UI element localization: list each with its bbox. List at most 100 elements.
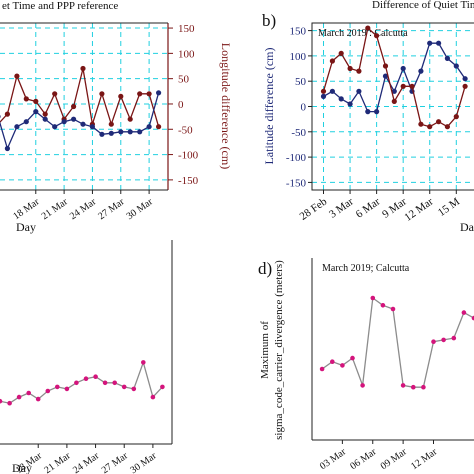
- d-series-point: [451, 335, 457, 341]
- c-series-point: [35, 396, 41, 402]
- a-series-blue-point: [14, 124, 20, 130]
- c-series-point: [93, 374, 98, 380]
- d-series-line: [321, 296, 474, 388]
- c-series-point: [83, 376, 89, 382]
- b-y-tick-label: 100: [290, 51, 307, 63]
- a-series-red-point: [127, 116, 133, 122]
- b-series-blue-point: [356, 88, 362, 94]
- b-series-red-point: [391, 98, 397, 104]
- a-series-red-point: [156, 124, 162, 130]
- b-series-blue-point: [320, 93, 327, 99]
- b-series-blue-point: [347, 101, 353, 107]
- panel-d: Maximum of sigma_code_carrier_divergence …: [259, 258, 474, 472]
- panel-label-d: d): [258, 259, 272, 278]
- b-y-tick-label: 150: [290, 26, 307, 38]
- a-right-tick-label: -150: [178, 175, 199, 187]
- c-series-point: [64, 386, 70, 392]
- b-series-red-point: [453, 114, 459, 120]
- d-x-tick-label: 03 Mar: [318, 446, 349, 472]
- d-series-point: [461, 310, 467, 315]
- b-series-blue-point: [329, 88, 335, 94]
- d-series-point: [441, 337, 446, 343]
- a-series-red-point: [137, 91, 143, 97]
- a-right-tick-label: -50: [178, 124, 193, 136]
- b-series-red-point: [400, 83, 406, 89]
- b-series-red-point: [462, 83, 468, 89]
- c-x-tick-label: 30 Mar: [128, 450, 159, 474]
- b-title: Difference of Quiet Tim: [372, 0, 474, 11]
- b-y-tick-label: -100: [286, 152, 307, 164]
- d-series-point: [350, 355, 355, 361]
- b-series-red-point: [338, 50, 344, 57]
- a-right-tick-label: 0: [178, 99, 184, 111]
- b-series-red-point: [409, 83, 415, 89]
- a-series-blue-point: [42, 116, 48, 122]
- b-y-tick-label: -50: [291, 127, 306, 139]
- c-series-point: [45, 388, 51, 394]
- a-right-tick-label: 100: [178, 48, 195, 60]
- a-series-blue-point: [108, 130, 114, 136]
- c-series-point: [160, 384, 165, 390]
- b-y-axis-title: Latitude difference (cm): [262, 47, 276, 164]
- d-annotation: March 2019; Calcutta: [322, 263, 410, 274]
- a-series-red-point: [52, 91, 58, 97]
- a-series-red-point: [118, 93, 124, 99]
- b-x-axis-title: Day: [460, 220, 474, 234]
- b-series-blue-point: [427, 40, 433, 46]
- b-series-blue-point: [338, 96, 344, 102]
- b-series-blue-point: [391, 88, 397, 94]
- b-series-blue-point: [453, 63, 459, 69]
- c-series-point: [102, 380, 108, 386]
- a-series-blue-point: [127, 129, 133, 135]
- a-series-blue-point: [71, 116, 77, 122]
- a-series-red-point: [108, 121, 114, 127]
- a-series-red-point: [80, 65, 86, 72]
- d-series-point: [431, 339, 436, 345]
- c-series-point: [141, 360, 146, 365]
- b-series-blue-point: [400, 65, 406, 72]
- b-annotation: March 2019 : Calcutta: [318, 28, 408, 39]
- a-x-tick-label: 21 Mar: [40, 196, 71, 222]
- c-series-point: [112, 380, 117, 386]
- a-x-tick-label: 24 Mar: [68, 196, 99, 222]
- c-x-tick-label: 24 Mar: [71, 450, 102, 474]
- a-series-red-line: [0, 68, 160, 127]
- d-series-point: [390, 306, 396, 312]
- c-x-tick-label: 27 Mar: [100, 450, 131, 474]
- b-series-blue-point: [382, 73, 389, 79]
- a-title: et Time and PPP reference: [2, 0, 118, 12]
- c-series-point: [131, 386, 137, 392]
- panel-a: 150 100 50 0 -50 -100 -150 Longitude difference…: [0, 0, 233, 234]
- d-series-point: [360, 383, 365, 388]
- a-x-tick-label: 18 Mar: [11, 196, 42, 222]
- d-series-point: [340, 363, 345, 368]
- a-series-blue-line: [0, 92, 160, 151]
- d-series-point: [330, 359, 335, 365]
- b-x-tick-label: 6 Mar: [354, 195, 383, 220]
- b-series-blue-point: [374, 109, 380, 115]
- b-x-tick-label: 12 Mar: [402, 195, 435, 223]
- b-series-red-line: [322, 26, 466, 128]
- d-series-point: [380, 303, 386, 308]
- b-series-blue-point: [444, 55, 450, 62]
- c-series-point: [121, 384, 127, 390]
- b-series-blue-point: [462, 76, 468, 82]
- a-series-blue-point: [4, 145, 10, 152]
- a-series-blue-point: [0, 114, 1, 119]
- b-x-tick-label: 28 Feb: [298, 195, 330, 222]
- d-series-point: [400, 383, 406, 388]
- c-series-point: [55, 384, 60, 390]
- a-series-blue-point: [52, 124, 58, 130]
- b-series-red-point: [320, 88, 327, 94]
- b-x-tick-label: 3 Mar: [327, 195, 356, 220]
- a-series-red-point: [33, 98, 39, 104]
- c-series-point: [16, 394, 22, 400]
- c-x-tick-label: 21 Mar: [42, 450, 73, 474]
- a-series-red-point: [14, 73, 20, 79]
- b-series-blue-point: [436, 40, 442, 46]
- a-right-tick-label: -100: [178, 150, 199, 162]
- a-right-tick-label: 50: [178, 74, 190, 86]
- panel-label-b: b): [262, 11, 276, 30]
